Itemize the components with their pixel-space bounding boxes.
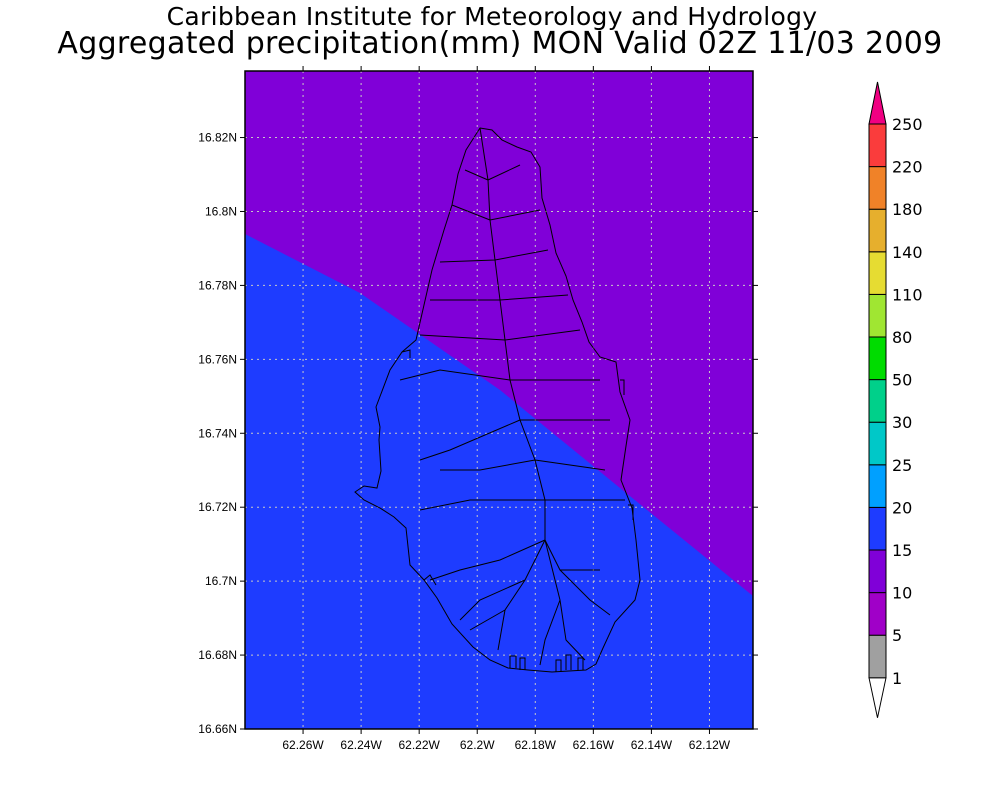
lat-tick-label: 16.76N (198, 352, 237, 366)
lat-tick-label: 16.66N (198, 722, 237, 736)
lon-tick-label: 62.16W (573, 738, 615, 752)
lat-lon-grid (245, 71, 753, 729)
colorbar-label: 5 (892, 626, 902, 645)
lon-tick-label: 62.26W (282, 738, 324, 752)
colorbar-segment (868, 251, 887, 295)
colorbar-under-arrow (868, 677, 887, 718)
colorbar-segment (868, 549, 887, 594)
product-title: Aggregated precipitation(mm) MON Valid 0… (57, 26, 943, 61)
colorbar-label: 15 (892, 541, 912, 560)
colorbar-segment (868, 592, 887, 636)
colorbar-segment (868, 421, 887, 466)
colorbar-over-arrow (868, 81, 887, 125)
colorbar-label: 50 (892, 371, 912, 390)
lon-tick-label: 62.12W (689, 738, 731, 752)
longitude-axis: 62.26W 62.24W 62.22W 62.2W 62.18W 62.16W 62.14… (282, 66, 731, 752)
lat-tick-label: 16.74N (198, 426, 237, 440)
colorbar-segment (868, 166, 887, 210)
colorbar-label: 10 (892, 584, 912, 603)
lat-tick-label: 16.8N (205, 204, 237, 218)
colorbar-segment (868, 634, 887, 679)
colorbar-label: 20 (892, 498, 912, 517)
colorbar-segment (868, 123, 887, 168)
watershed-lines (399, 164, 625, 666)
colorbar-segment (868, 208, 887, 253)
plot-frame (244, 70, 754, 730)
latitude-axis: 16.82N 16.8N 16.78N 16.76N 16.74N 16.72N 16.7N… (198, 131, 758, 736)
lon-tick-label: 62.2W (460, 738, 495, 752)
lon-tick-label: 62.18W (515, 738, 557, 752)
precip-field-10-15 (245, 71, 753, 596)
colorbar-label: 250 (892, 115, 923, 134)
colorbar-label: 1 (892, 669, 902, 688)
colorbar-label: 25 (892, 456, 912, 475)
lat-tick-label: 16.82N (198, 131, 237, 145)
colorbar-segment (868, 336, 887, 381)
colorbar-label: 140 (892, 243, 923, 262)
coastline (354, 127, 641, 673)
colorbar-label: 30 (892, 413, 912, 432)
institution-title: Caribbean Institute for Meteorology and … (166, 2, 818, 31)
colorbar-segment (868, 464, 887, 508)
lon-tick-label: 62.24W (340, 738, 382, 752)
lon-tick-label: 62.22W (398, 738, 440, 752)
colorbar-label: 80 (892, 328, 912, 347)
island-outline (354, 127, 641, 673)
lat-tick-label: 16.68N (198, 648, 237, 662)
colorbar-label: 220 (892, 158, 923, 177)
colorbar-segment (868, 293, 887, 338)
colorbar-segment (868, 506, 887, 551)
colorbar-segment (868, 379, 887, 423)
lat-tick-label: 16.72N (198, 500, 237, 514)
lat-tick-label: 16.78N (198, 278, 237, 292)
coast-steps (401, 349, 634, 672)
colorbar-label: 110 (892, 285, 923, 304)
colorbar-label: 180 (892, 200, 923, 219)
lon-tick-label: 62.14W (631, 738, 673, 752)
lat-tick-label: 16.7N (205, 574, 237, 588)
